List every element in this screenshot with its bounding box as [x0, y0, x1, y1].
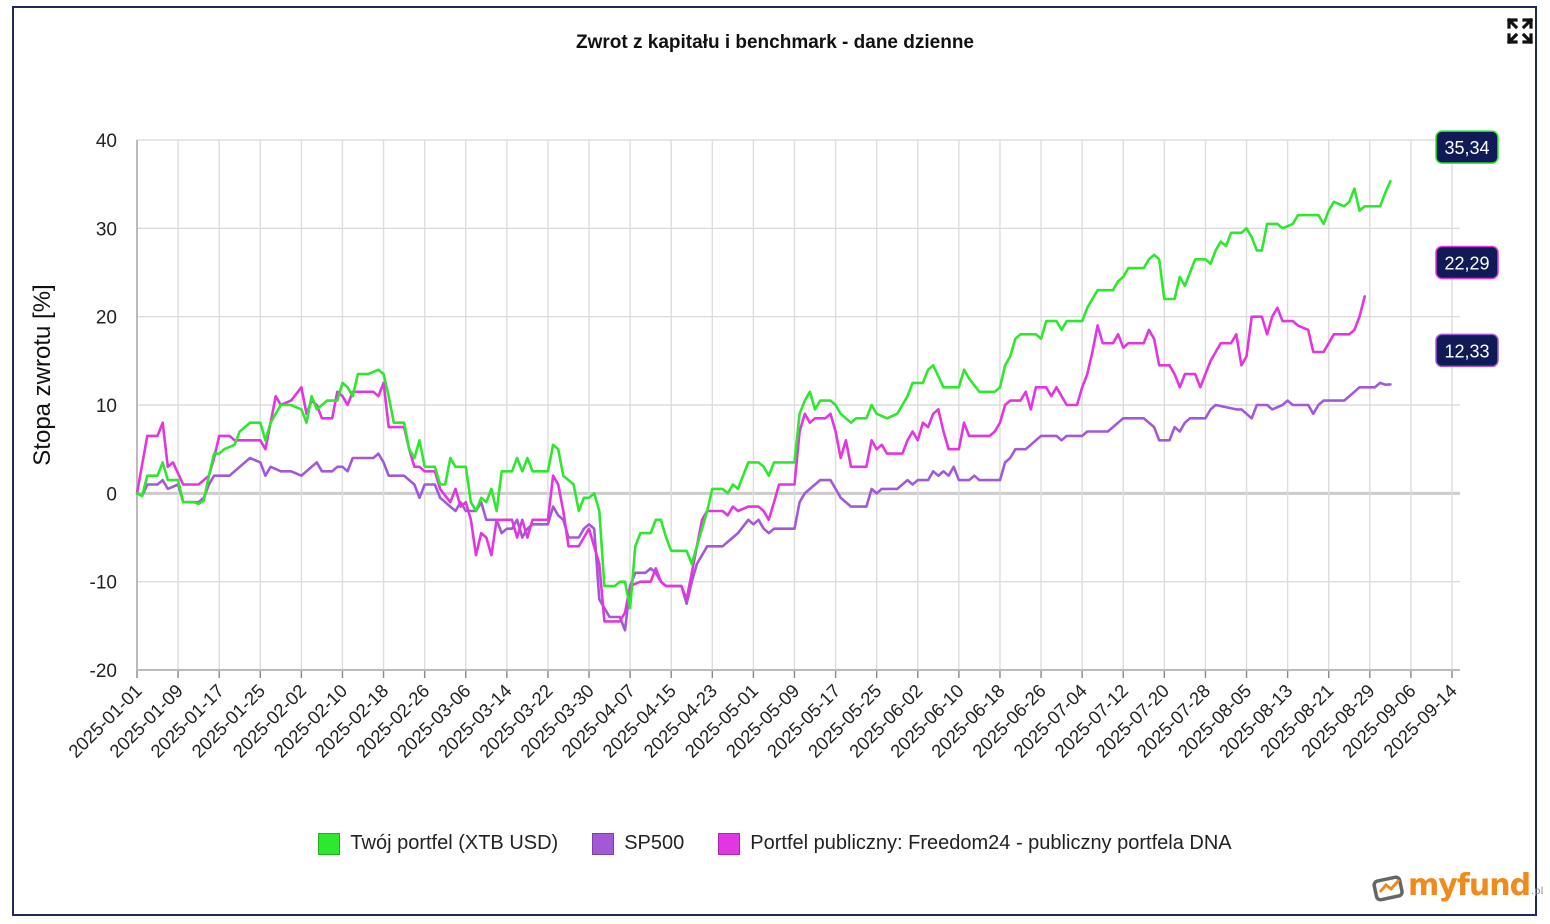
- end-value-label: 22,29: [1435, 245, 1499, 280]
- end-value-label: 12,33: [1435, 333, 1499, 368]
- y-tick-label: -10: [90, 573, 117, 594]
- legend-swatch: [592, 832, 615, 855]
- series-line: [135, 295, 1366, 623]
- y-tick-label: 40: [96, 131, 117, 152]
- legend-item[interactable]: Portfel publiczny: Freedom24 - publiczny…: [718, 832, 1232, 855]
- expand-icon[interactable]: [1506, 17, 1534, 45]
- series-line: [135, 179, 1392, 610]
- legend-item[interactable]: SP500: [592, 832, 684, 855]
- legend: Twój portfel (XTB USD) SP500 Portfel publi…: [0, 832, 1550, 855]
- legend-swatch: [718, 832, 741, 855]
- y-tick-label: 30: [96, 219, 117, 240]
- y-tick-label: 10: [96, 396, 117, 417]
- end-label-text: 22,29: [1444, 253, 1489, 273]
- legend-item[interactable]: Twój portfel (XTB USD): [318, 832, 558, 855]
- end-label-text: 12,33: [1444, 341, 1489, 361]
- legend-swatch: [318, 832, 341, 855]
- series-lines: [135, 179, 1392, 632]
- legend-label: Twój portfel (XTB USD): [350, 832, 559, 854]
- chart-title: Zwrot z kapitału i benchmark - dane dzie…: [575, 32, 975, 53]
- series-line: [135, 381, 1392, 632]
- y-tick-label: -20: [90, 661, 117, 682]
- brand-name: myfund: [1408, 868, 1531, 903]
- y-tick-label: 20: [96, 308, 117, 329]
- y-axis-title: Stopa zwrotu [%]: [29, 284, 56, 465]
- myfund-logo: myfund .pl: [1372, 868, 1543, 903]
- legend-label: Portfel publiczny: Freedom24 - publiczny…: [750, 832, 1232, 854]
- end-label-box: [1435, 130, 1499, 164]
- brand-tld: .pl: [1531, 886, 1544, 897]
- chart-frame: [12, 6, 1537, 916]
- end-value-label: 35,34: [1435, 130, 1499, 164]
- end-label-text: 35,34: [1444, 138, 1489, 158]
- end-labels: 35,34 12,33 22,29: [1435, 130, 1499, 368]
- y-tick-label: 0: [106, 484, 117, 505]
- wallet-icon: [1372, 874, 1404, 901]
- gridlines: [136, 139, 1460, 671]
- legend-label: SP500: [624, 832, 685, 854]
- end-label-box: [1435, 333, 1499, 368]
- end-label-box: [1435, 245, 1499, 280]
